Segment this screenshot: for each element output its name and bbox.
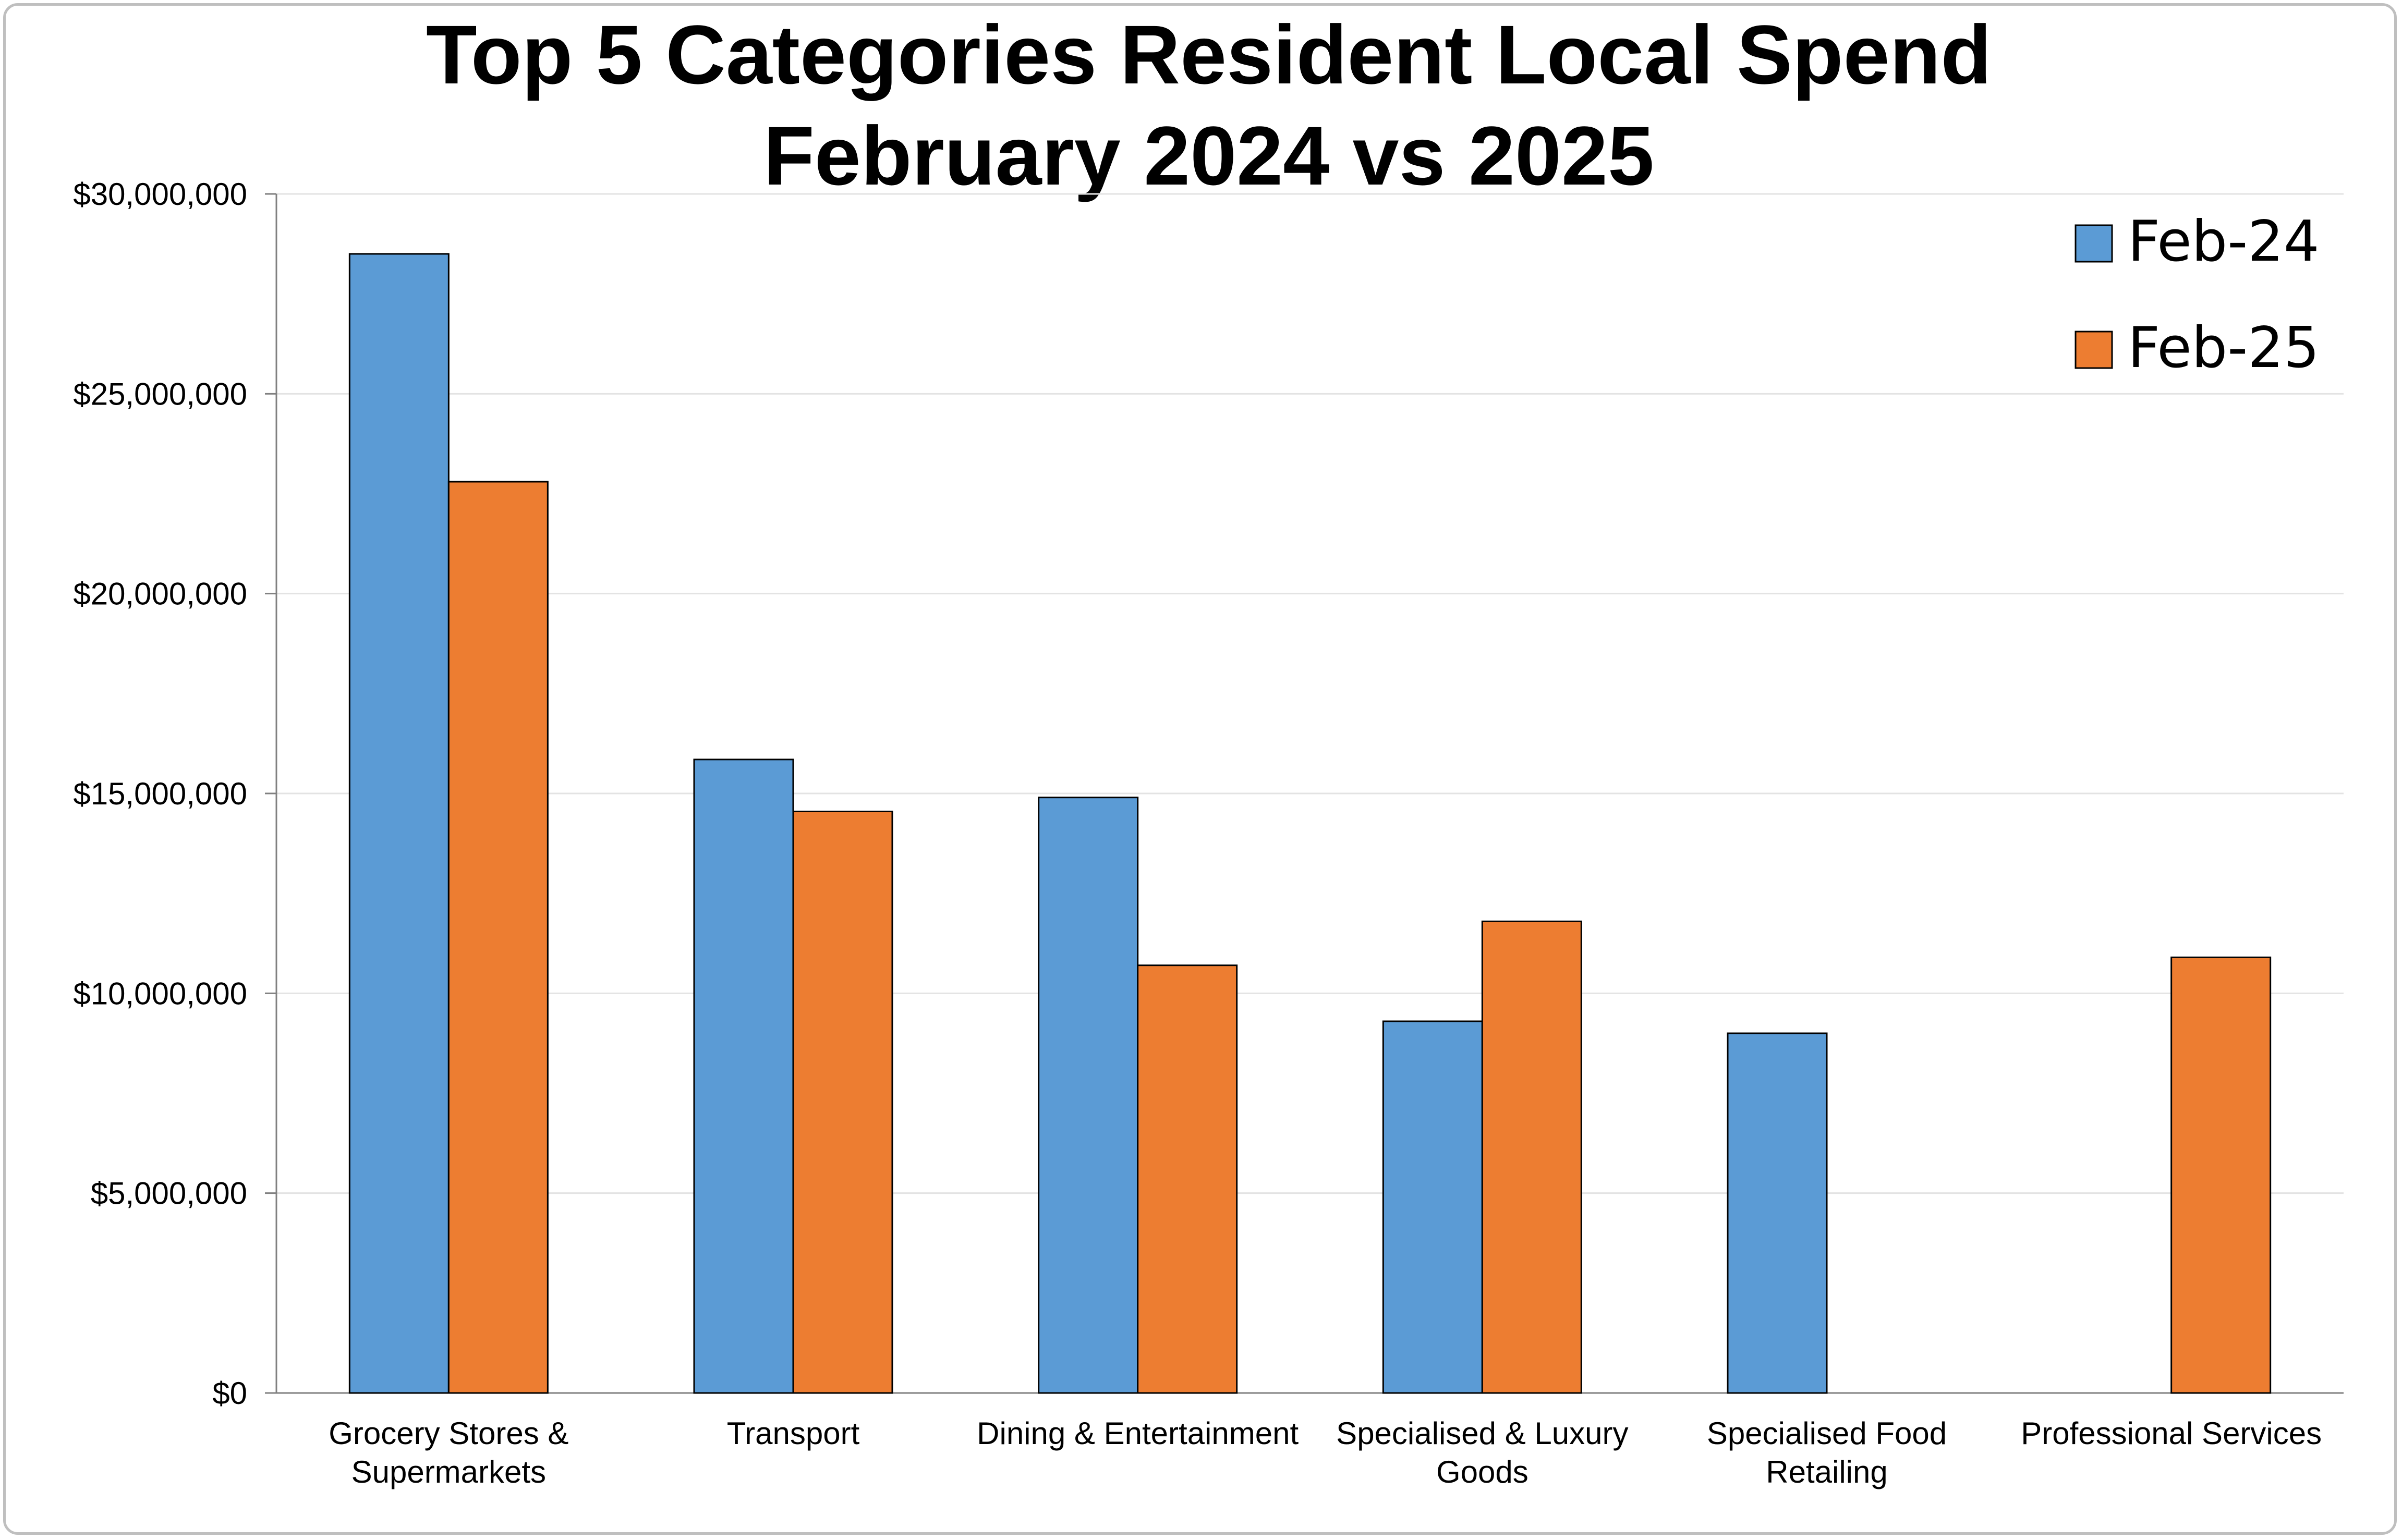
y-axis-ticks: $0 $5,000,000 $10,000,000 $15,000,000 $20,00… xyxy=(73,177,247,1411)
legend: Feb-24 Feb-25 xyxy=(2075,209,2320,381)
bar-feb-25-2 xyxy=(1137,964,1238,1394)
x-category-label: Transport xyxy=(727,1416,860,1451)
bar-feb-24-4 xyxy=(1727,1032,1828,1394)
bar-feb-25-5 xyxy=(2170,956,2272,1394)
bar-feb-25-1 xyxy=(792,811,893,1394)
chart-title: Top 5 Categories Resident Local Spend Fe… xyxy=(426,8,1992,202)
x-category-label: Goods xyxy=(1436,1455,1528,1489)
legend-swatch xyxy=(2075,331,2113,369)
bar-feb-24-1 xyxy=(693,759,794,1394)
x-category-label: Grocery Stores & xyxy=(329,1416,568,1451)
legend-swatch xyxy=(2075,224,2113,263)
y-tick-label: $25,000,000 xyxy=(73,376,247,411)
bar-feb-25-0 xyxy=(447,481,549,1394)
x-category-label: Professional Services xyxy=(2021,1416,2322,1451)
chart-title-line-1: Top 5 Categories Resident Local Spend xyxy=(426,8,1992,101)
bar-feb-24-0 xyxy=(348,253,450,1394)
bar-feb-24-2 xyxy=(1038,797,1139,1394)
bar-feb-25-3 xyxy=(1481,920,1582,1394)
axes xyxy=(265,193,2344,1394)
x-category-label: Supermarkets xyxy=(351,1455,546,1489)
x-category-label: Retailing xyxy=(1766,1455,1887,1489)
x-category-label: Specialised & Luxury xyxy=(1336,1416,1628,1451)
y-tick-label: $30,000,000 xyxy=(73,177,247,212)
bars xyxy=(348,253,2272,1394)
y-tick-label: $10,000,000 xyxy=(73,976,247,1011)
y-tick-label: $5,000,000 xyxy=(91,1176,247,1211)
x-category-label: Specialised Food xyxy=(1707,1416,1947,1451)
legend-label: Feb-25 xyxy=(2128,315,2320,381)
legend-label: Feb-24 xyxy=(2128,209,2320,274)
chart-title-line-2: February 2024 vs 2025 xyxy=(763,109,1654,202)
bar-feb-24-3 xyxy=(1382,1020,1483,1394)
gridlines xyxy=(276,193,2344,1194)
x-axis-categories: Grocery Stores & Supermarkets Transport Din… xyxy=(329,1416,2322,1489)
x-category-label: Dining & Entertainment xyxy=(977,1416,1299,1451)
y-tick-label: $0 xyxy=(212,1376,247,1411)
y-tick-label: $20,000,000 xyxy=(73,577,247,612)
y-tick-label: $15,000,000 xyxy=(73,776,247,811)
